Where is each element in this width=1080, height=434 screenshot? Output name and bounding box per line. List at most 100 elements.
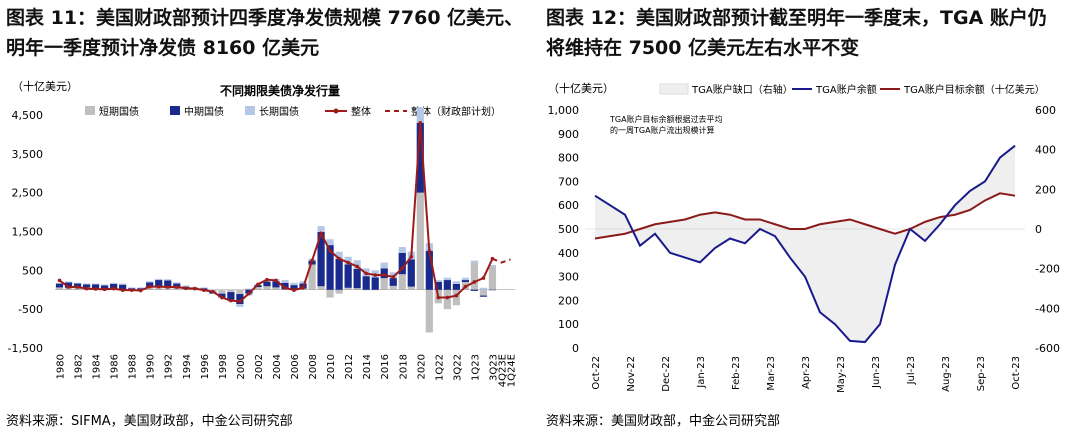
left-bar-2003: [263, 281, 271, 287]
left-bar-4Q22: [461, 277, 469, 281]
right-xtick-label: Oct-22: [591, 356, 602, 390]
left-bar-2005: [281, 280, 289, 283]
left-xtick-label: 1994: [182, 354, 193, 379]
left-bar-2005: [281, 289, 289, 290]
left-xtick-label: 2006: [290, 354, 301, 379]
left-total-point-2001: [247, 291, 251, 296]
left-plan-line: [492, 257, 511, 264]
left-bar-1981: [64, 282, 73, 288]
left-xtick-label: 2010: [326, 354, 337, 379]
left-unit-label: （十亿美元）: [12, 79, 78, 93]
left-bar-1992: [164, 279, 172, 281]
left-source-note: 资料来源：SIFMA，美国财政部，中金公司研究部: [6, 414, 293, 429]
right-balance-line: [594, 144, 1016, 344]
left-bar-2001: [245, 288, 253, 290]
left-bar-2Q22: [443, 277, 451, 281]
right-figure-title-line2: 将维持在 7500 亿美元左右水平不变: [546, 37, 860, 59]
left-total-point-2019: [409, 254, 414, 259]
left-bar-2015: [371, 277, 379, 290]
left-xtick-label: 2000: [236, 354, 247, 379]
left-bar-1993: [173, 282, 181, 284]
right-xtick-label: Feb-23: [731, 356, 742, 390]
left-total-point-1984: [93, 287, 98, 291]
left-total-point-1996: [202, 288, 206, 292]
left-bar-3Q23: [488, 264, 497, 267]
left-total-point-1994: [183, 286, 188, 290]
left-bar-2018: [398, 252, 406, 275]
left-total-point-2018: [400, 266, 405, 271]
left-total-point-2Q23: [481, 276, 486, 280]
left-bar-2000: [236, 294, 244, 305]
left-total-point-3Q22: [454, 293, 459, 298]
right-xtick-label: Apr-23: [801, 356, 812, 389]
left-bar-2011: [335, 251, 343, 259]
left-total-point-2017: [391, 275, 396, 279]
left-bar-2007: [299, 281, 307, 284]
left-xtick-label: 1Q24E: [506, 354, 517, 387]
right-gap-area: [595, 145, 1015, 343]
right-annotation-line1: TGA账户目标余额根据过去平均: [609, 114, 723, 124]
left-bar-1Q23: [470, 289, 479, 291]
left-bar-3Q22: [452, 289, 460, 306]
left-legend-swatch: [245, 106, 255, 115]
left-ytick-label: 2,500: [12, 187, 44, 200]
left-total-point-2011: [337, 256, 341, 261]
left-bar-2006: [290, 282, 298, 286]
left-total-point-2003: [265, 277, 269, 282]
left-bar-2000: [236, 289, 244, 295]
left-bar-2006: [290, 285, 298, 290]
left-xtick-label: 3Q22: [452, 354, 463, 381]
right-line-chart: （十亿美元） TGA账户缺口（右轴） TGA账户余额 TGA账户目标余额（十亿美元） 1…: [548, 81, 1060, 393]
left-bar-1991: [155, 278, 163, 281]
left-bar-2019: [407, 259, 415, 287]
left-ytick-label: 3,500: [12, 148, 44, 161]
left-bar-2003: [263, 286, 271, 290]
left-total-point-1999: [229, 298, 233, 303]
left-total-point-1995: [193, 286, 197, 291]
left-bar-2Q23: [479, 287, 488, 290]
right-legend-label: TGA账户缺口（右轴）: [691, 83, 793, 96]
left-bar-1980: [55, 283, 64, 284]
left-bar-2011: [335, 289, 343, 294]
left-bar-2011: [335, 258, 343, 290]
left-xtick-label: 1998: [218, 354, 229, 379]
left-bar-1982: [73, 283, 82, 287]
left-bar-1997: [209, 289, 217, 290]
right-y2tick-label: -400: [1035, 302, 1060, 315]
right-ytick-label: 800: [558, 152, 579, 165]
left-total-point-1993: [174, 285, 179, 289]
left-bar-1985: [101, 285, 109, 289]
left-xtick-label: 1Q22: [434, 354, 445, 381]
left-total-point-2015: [373, 273, 377, 277]
left-bar-1986: [110, 283, 118, 289]
left-legend-label: 中期国债: [184, 105, 224, 118]
left-xtick-label: 1Q23: [470, 354, 481, 381]
left-xtick-label: 1986: [110, 354, 121, 379]
left-legend-swatch: [85, 106, 95, 115]
right-xtick-label: Jun-23: [871, 356, 882, 389]
left-figure-title-line1: 图表 11：美国财政部预计四季度净发债规模 7760 亿美元、: [6, 7, 524, 29]
left-total-point-1980: [57, 278, 62, 283]
left-chart-title: 不同期限美债净发行量: [220, 83, 340, 98]
left-total-point-2002: [256, 282, 260, 287]
right-unit-label: （十亿美元）: [548, 81, 614, 95]
left-bar-2020: [416, 107, 424, 123]
left-total-point-2004: [274, 278, 278, 283]
left-bar-1996: [200, 287, 208, 289]
left-bar-2019: [407, 286, 415, 290]
left-ytick-label: 500: [22, 264, 43, 277]
right-xtick-label: Sep-23: [976, 356, 987, 391]
left-total-point-2006: [292, 288, 296, 292]
left-bar-2000: [236, 304, 244, 307]
right-legend-label: TGA账户目标余额（十亿美元）: [903, 83, 1045, 96]
left-xtick-label: 2002: [254, 354, 265, 379]
left-total-point-2016: [382, 273, 387, 277]
left-bar-3Q23: [488, 289, 497, 291]
left-bar-2013: [353, 268, 361, 289]
left-bar-2009: [317, 231, 325, 287]
left-bar-2017: [389, 278, 397, 286]
left-bar-2010: [326, 289, 334, 298]
left-bar-1999: [227, 289, 235, 293]
left-bar-3Q23: [488, 266, 497, 290]
right-annotation-line2: 的一周TGA账户流出规模计算: [610, 125, 715, 135]
